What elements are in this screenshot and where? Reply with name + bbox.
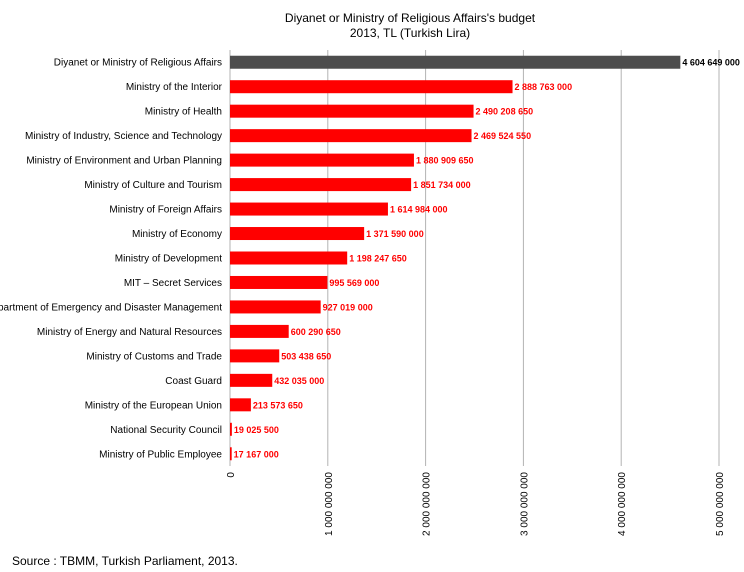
x-tick-label: 5 000 000 000	[715, 472, 726, 536]
bar	[230, 178, 412, 192]
value-label: 1 198 247 650	[349, 254, 407, 264]
value-label: 19 025 500	[234, 425, 279, 435]
category-label: Ministry of Foreign Affairs	[109, 205, 222, 216]
bar	[230, 55, 681, 69]
category-label: Ministry of the Interior	[126, 82, 223, 93]
category-label: MIT – Secret Services	[124, 278, 222, 289]
gridlines	[229, 50, 720, 466]
category-label: National Security Council	[110, 425, 222, 436]
bar	[230, 275, 328, 289]
category-label: Ministry of Development	[115, 254, 222, 265]
bar	[230, 80, 513, 94]
category-label: Ministry of Culture and Tourism	[84, 180, 222, 191]
category-label: Ministry of Industry, Science and Techno…	[25, 131, 222, 142]
bar	[230, 300, 321, 314]
category-label: Department of Emergency and Disaster Man…	[0, 302, 222, 313]
x-tick-label: 3 000 000 000	[519, 472, 530, 536]
value-label: 2 888 763 000	[515, 82, 573, 92]
value-label: 503 438 650	[281, 351, 331, 361]
x-tick-label: 4 000 000 000	[617, 472, 628, 536]
value-label: 600 290 650	[291, 327, 341, 337]
value-label: 995 569 000	[329, 278, 379, 288]
bars	[230, 55, 681, 461]
chart-subtitle: 2013, TL (Turkish Lira)	[350, 26, 470, 40]
value-label: 4 604 649 000	[682, 58, 740, 68]
value-label: 17 167 000	[234, 449, 279, 459]
value-label: 1 851 734 000	[413, 180, 471, 190]
value-labels: 4 604 649 000 2 888 763 000 2 490 208 650 2…	[234, 58, 740, 460]
category-label: Ministry of the European Union	[85, 400, 222, 411]
category-label: Ministry of Energy and Natural Resources	[37, 327, 222, 338]
bar	[230, 324, 289, 338]
category-label: Diyanet or Ministry of Religious Affairs	[54, 58, 222, 69]
budget-bar-chart: Diyanet or Ministry of Religious Affairs…	[0, 11, 740, 536]
chart-title: Diyanet or Ministry of Religious Affairs…	[285, 11, 536, 25]
bar	[230, 422, 232, 436]
x-tick-label: 0	[226, 472, 237, 478]
bar	[230, 153, 414, 167]
category-label: Coast Guard	[165, 376, 222, 387]
source-note: Source : TBMM, Turkish Parliament, 2013.	[12, 554, 238, 568]
value-label: 1 880 909 650	[416, 156, 474, 166]
value-label: 927 019 000	[323, 302, 373, 312]
bar	[230, 398, 251, 412]
bar	[230, 251, 348, 265]
x-tick-label: 2 000 000 000	[422, 472, 433, 536]
category-label: Ministry of Public Employee	[99, 449, 222, 460]
category-label: Ministry of Health	[145, 107, 222, 118]
value-label: 1 614 984 000	[390, 205, 448, 215]
value-label: 1 371 590 000	[366, 229, 424, 239]
value-label: 432 035 000	[274, 376, 324, 386]
bar	[230, 349, 280, 363]
bar	[230, 104, 474, 118]
bar	[230, 373, 273, 387]
bar	[230, 447, 232, 461]
category-label: Ministry of Customs and Trade	[86, 351, 222, 362]
category-label: Ministry of Economy	[132, 229, 222, 240]
bar	[230, 129, 472, 143]
x-tick-label: 1 000 000 000	[324, 472, 335, 536]
value-label: 2 469 524 550	[474, 131, 532, 141]
bar	[230, 202, 388, 216]
x-axis-ticks: 0 1 000 000 000 2 000 000 000 3 000 000 000…	[226, 472, 726, 536]
category-label: Ministry of Environment and Urban Planni…	[26, 156, 222, 167]
category-labels: Diyanet or Ministry of Religious Affairs…	[0, 58, 223, 461]
value-label: 213 573 650	[253, 400, 303, 410]
bar	[230, 227, 365, 241]
value-label: 2 490 208 650	[476, 107, 534, 117]
